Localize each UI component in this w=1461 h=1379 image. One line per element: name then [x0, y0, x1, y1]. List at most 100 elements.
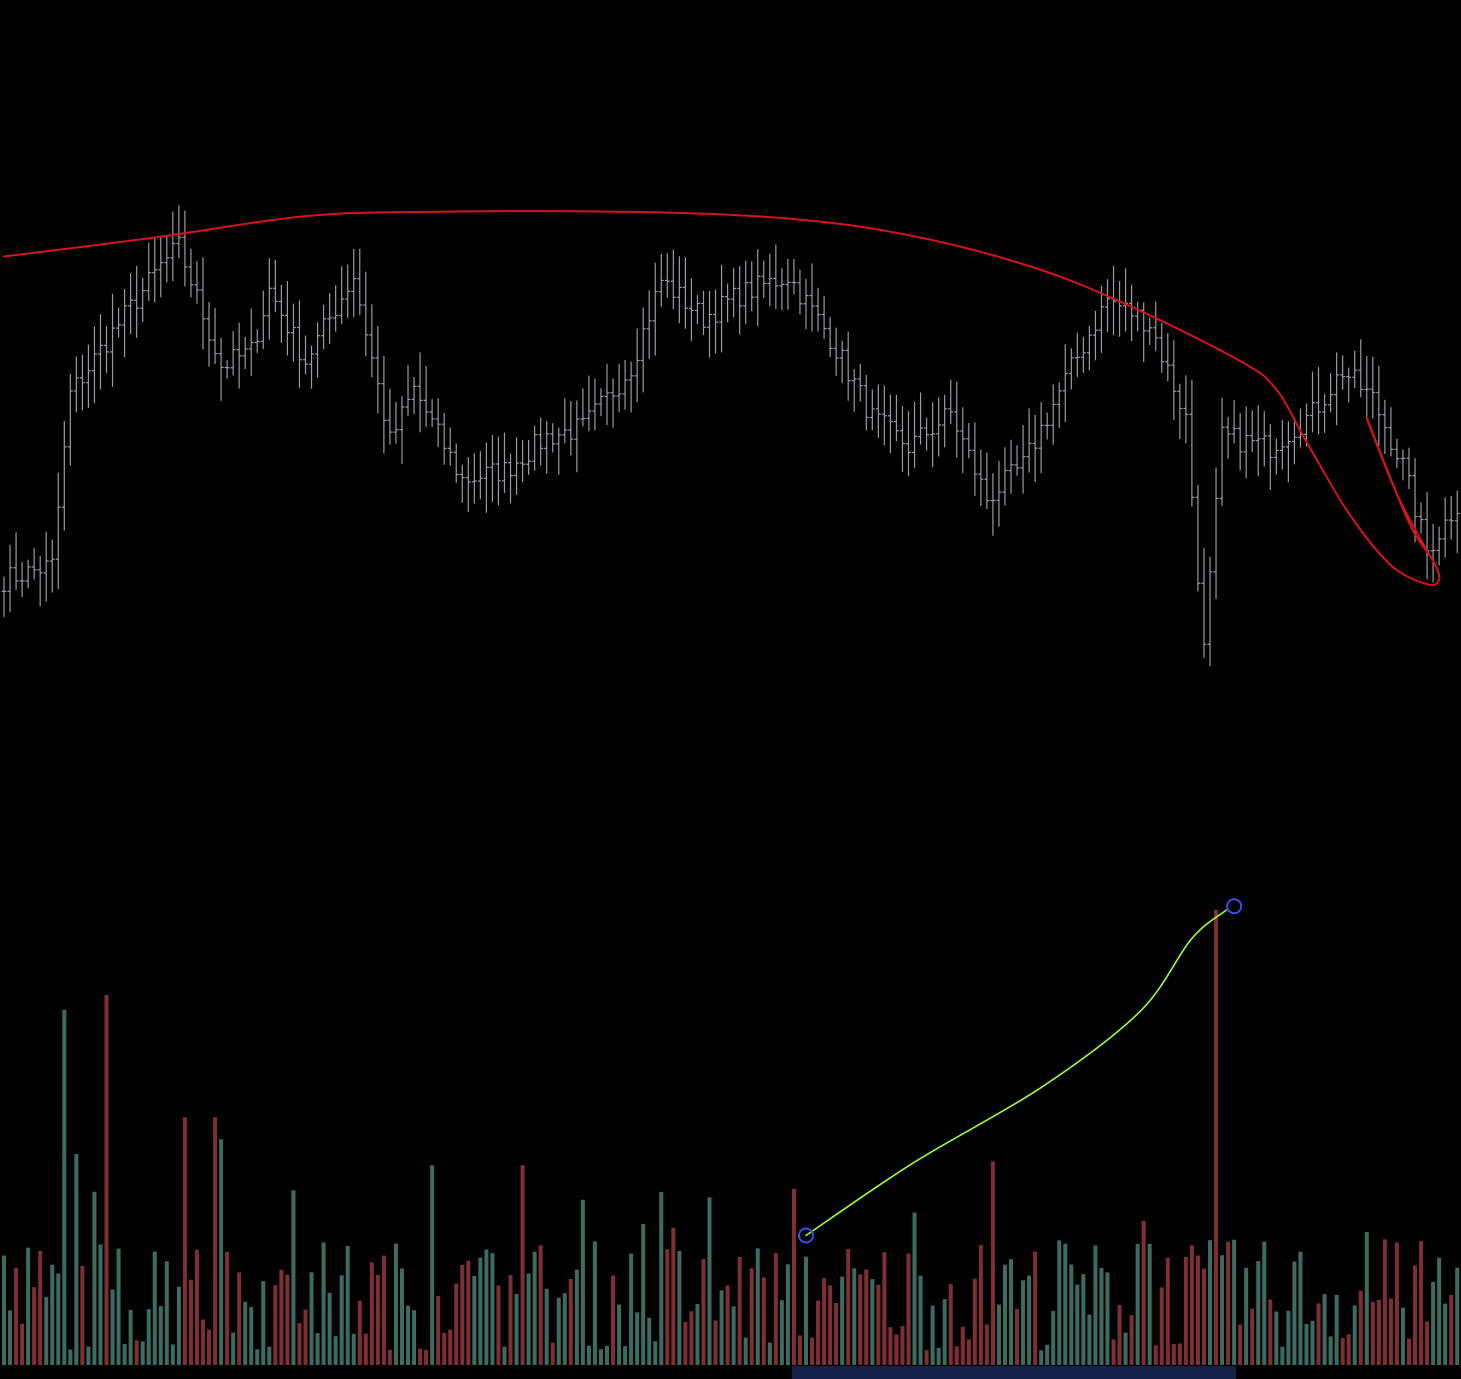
ohlc-bar — [670, 249, 676, 310]
ohlc-bar — [785, 258, 791, 310]
ohlc-bar — [369, 304, 375, 378]
volume-bar — [1220, 1255, 1225, 1365]
volume-pane[interactable] — [2, 909, 1460, 1365]
volume-bar — [128, 1309, 133, 1365]
volume-bar — [532, 1251, 537, 1365]
ohlc-bar — [586, 375, 592, 432]
volume-bar — [713, 1320, 718, 1365]
ohlc-bar — [966, 422, 972, 459]
ohlc-bar — [550, 423, 556, 453]
volume-bar — [641, 1223, 646, 1365]
time-range-layer[interactable] — [791, 1366, 1237, 1379]
ohlc-bar — [453, 443, 459, 483]
ohlc-bar — [272, 259, 278, 313]
volume-bar — [1304, 1324, 1309, 1365]
ohlc-bar — [508, 453, 514, 504]
volume-bar — [194, 1249, 199, 1365]
ohlc-bar — [610, 378, 616, 428]
volume-bar — [1262, 1241, 1267, 1365]
ohlc-bar — [1310, 371, 1316, 433]
ohlc-bar — [1068, 348, 1074, 390]
ohlc-bar — [230, 331, 236, 376]
ohlc-bar — [1, 576, 7, 617]
volume-bar — [436, 1295, 441, 1365]
volume-bar — [514, 1293, 519, 1365]
volume-bar — [1147, 1243, 1152, 1365]
volume-bar — [1021, 1280, 1026, 1365]
volume-bar — [1165, 1257, 1170, 1365]
volume-bar — [454, 1283, 459, 1365]
volume-bar — [1406, 1338, 1411, 1365]
ohlc-bar — [97, 314, 103, 390]
volume-bar — [972, 1278, 977, 1365]
ohlc-bar — [1279, 419, 1285, 470]
volume-bar — [243, 1301, 248, 1365]
ohlc-bar — [700, 290, 706, 336]
volume-bar — [460, 1264, 465, 1365]
volume-bar — [62, 1009, 67, 1365]
ohlc-bar — [682, 257, 688, 329]
volume-bar — [74, 1154, 79, 1365]
ohlc-bar — [863, 375, 869, 431]
volume-bar — [1135, 1243, 1140, 1365]
volume-bar — [279, 1269, 284, 1365]
anchor-handle-end[interactable] — [1226, 898, 1243, 915]
volume-bar — [996, 1304, 1001, 1365]
volume-bar — [98, 1244, 103, 1365]
volume-bar — [225, 1251, 230, 1365]
ohlc-bar — [206, 302, 212, 367]
ohlc-bar — [881, 385, 887, 446]
volume-bar — [152, 1251, 157, 1365]
volume-bar — [653, 1341, 658, 1365]
ohlc-bar — [375, 326, 381, 414]
volume-bar — [689, 1311, 694, 1365]
ohlc-bar — [827, 316, 833, 357]
ohlc-bar — [471, 453, 477, 504]
anchor-handle-start[interactable] — [797, 1227, 814, 1244]
annotation-layer[interactable] — [797, 898, 1243, 1244]
ohlc-bar — [640, 307, 646, 393]
price-pane[interactable] — [1, 205, 1460, 667]
volume-bar — [1214, 909, 1219, 1365]
ohlc-bar — [520, 440, 526, 483]
ohlc-bar — [266, 258, 272, 340]
annotation-curve[interactable] — [805, 909, 1227, 1237]
ohlc-bar — [1098, 285, 1104, 353]
ohlc-bar — [719, 264, 725, 353]
volume-bar — [1123, 1332, 1128, 1365]
ohlc-bar — [1032, 415, 1038, 483]
volume-bar — [303, 1309, 308, 1365]
volume-bar — [188, 1279, 193, 1365]
ohlc-bar — [1454, 490, 1460, 554]
ohlc-bar — [634, 328, 640, 403]
volume-bar — [502, 1346, 507, 1365]
volume-bar — [592, 1241, 597, 1365]
volume-bar — [1226, 1241, 1231, 1365]
volume-bar — [1171, 1344, 1176, 1365]
time-range-highlight[interactable] — [791, 1366, 1237, 1379]
volume-bar — [1376, 1299, 1381, 1365]
ohlc-bar — [128, 272, 134, 335]
volume-bar — [918, 1275, 923, 1365]
ohlc-bar — [676, 256, 682, 324]
volume-bar — [1449, 1295, 1454, 1365]
ohlc-bar — [1400, 449, 1406, 481]
trend-curve-layer[interactable] — [3, 210, 1441, 587]
volume-bar — [472, 1275, 477, 1365]
volume-bar — [496, 1285, 501, 1365]
volume-bar — [834, 1302, 839, 1365]
ohlc-bar — [1418, 502, 1424, 534]
volume-bar — [617, 1304, 622, 1365]
ohlc-bar — [405, 365, 411, 416]
volume-bar — [1364, 1232, 1369, 1365]
volume-bar — [1346, 1334, 1351, 1365]
volume-bar — [291, 1190, 296, 1365]
volume-bar — [375, 1274, 380, 1365]
ohlc-bar — [628, 361, 634, 413]
volume-bar — [707, 1197, 712, 1365]
trend-curve[interactable] — [3, 210, 1441, 587]
volume-bar — [556, 1297, 561, 1365]
ohlc-bar — [1002, 447, 1008, 506]
ohlc-bar — [604, 364, 610, 426]
